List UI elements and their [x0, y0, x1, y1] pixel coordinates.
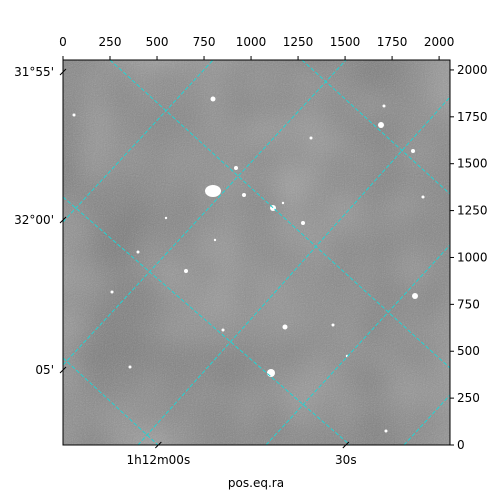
grid-line	[109, 60, 450, 369]
x-tick-label: 750	[193, 35, 216, 49]
x-tick-label: 1000	[236, 35, 267, 49]
y-tick-label: 750	[457, 297, 480, 311]
y-tick-label: 1750	[457, 110, 488, 124]
dec-tick-label: 05'	[35, 363, 54, 377]
x-tick-label: 250	[99, 35, 122, 49]
dec-tick	[59, 216, 67, 224]
dec-tick	[59, 366, 67, 374]
y-tick-label: 500	[457, 344, 480, 358]
grid-line	[63, 196, 351, 445]
grid-line	[301, 60, 450, 195]
x-tick-label: 1500	[330, 35, 361, 49]
grid-line	[265, 244, 450, 445]
x-tick-label: 2000	[424, 35, 455, 49]
grid-line	[63, 60, 214, 223]
dec-tick-label: 32°00'	[14, 213, 54, 227]
x-tick-label: 500	[146, 35, 169, 49]
dec-tick-label: 31°55'	[14, 65, 54, 79]
y-tick-label: 0	[457, 438, 465, 452]
ra-tick	[342, 441, 350, 449]
sky-image	[63, 60, 450, 445]
y-tick-label: 1250	[457, 204, 488, 218]
dec-tick	[59, 68, 67, 76]
y-tick-label: 250	[457, 391, 480, 405]
y-tick-label: 2000	[457, 63, 488, 77]
x-axis-label: pos.eq.ra	[228, 476, 284, 490]
x-tick-label: 0	[59, 35, 67, 49]
ra-tick-label: 1h12m00s	[126, 453, 190, 467]
grid-line	[63, 357, 159, 445]
grid-line	[403, 394, 450, 445]
ra-tick	[154, 441, 162, 449]
ra-tick-label: 30s	[335, 453, 357, 467]
x-tick-label: 1750	[377, 35, 408, 49]
grid-line	[63, 60, 347, 366]
x-tick-label: 1250	[283, 35, 314, 49]
y-tick-label: 1500	[457, 157, 488, 171]
plot-frame	[62, 59, 451, 446]
y-tick-label: 1000	[457, 250, 488, 264]
